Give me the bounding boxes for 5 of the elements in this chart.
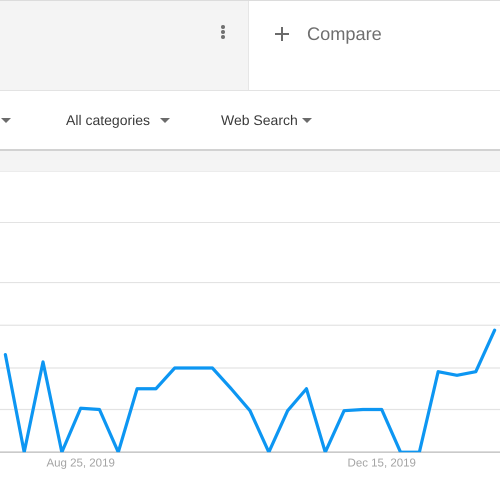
text: Web Search [221,111,298,129]
x-tick-label: Aug 25, 2019 [46,457,115,470]
x-tick-label: Dec 15, 2019 [348,457,416,470]
text: Compare [307,23,382,46]
text: All categories [66,111,150,129]
